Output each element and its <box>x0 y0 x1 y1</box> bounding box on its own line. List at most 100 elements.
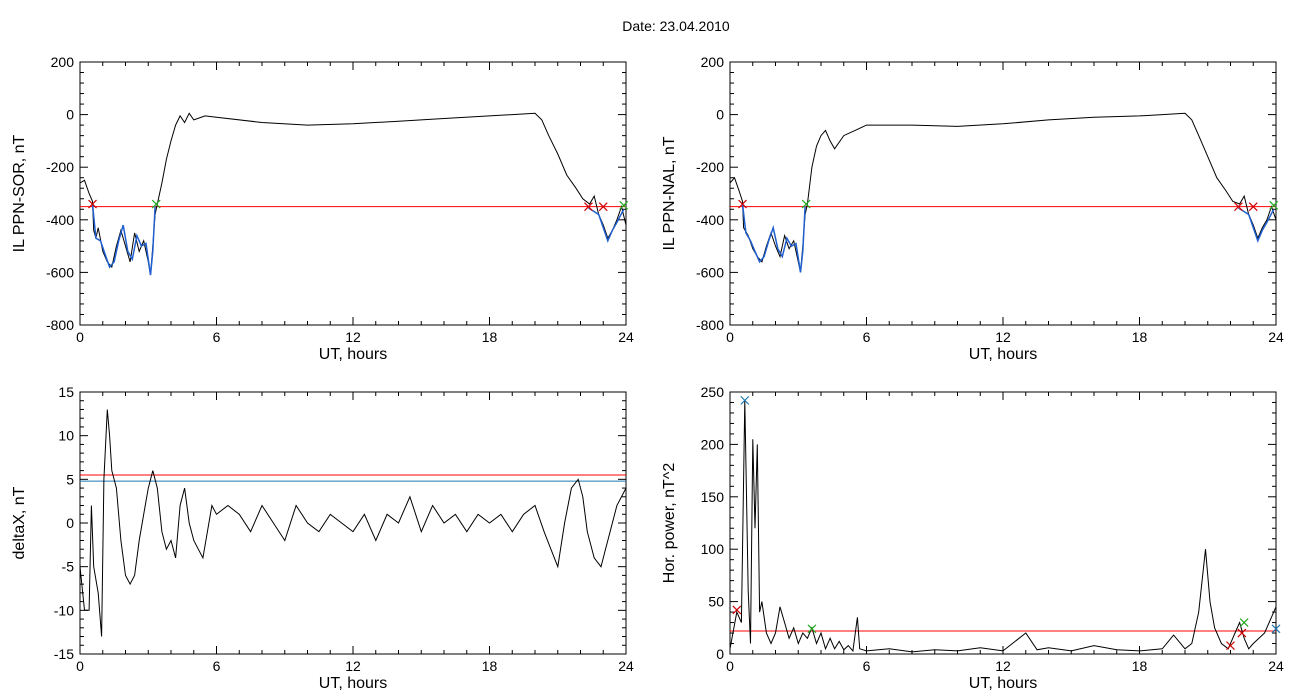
marker-red <box>732 605 742 615</box>
x-tick-label: 6 <box>213 658 221 674</box>
below-threshold-segment <box>1238 207 1275 243</box>
marker-green <box>807 624 817 634</box>
marker-red <box>88 199 97 209</box>
y-axis-label: IL PPN-NAL, nT <box>661 136 678 250</box>
marker-blue <box>740 395 750 405</box>
y-tick-label: -400 <box>46 212 74 228</box>
marker-stroke <box>732 605 742 615</box>
plot-frame <box>79 61 627 326</box>
marker-red <box>1237 628 1247 638</box>
below-threshold-segment <box>588 207 625 243</box>
x-tick-label: 12 <box>345 329 361 345</box>
y-tick-label: -800 <box>46 317 74 333</box>
y-tick-label: 15 <box>58 384 74 400</box>
marker-green <box>619 200 629 210</box>
marker-green <box>1269 200 1279 210</box>
marker-stroke <box>619 200 629 210</box>
marker-stroke <box>88 199 97 209</box>
y-tick-label: -800 <box>696 317 724 333</box>
y-tick-label: 200 <box>701 436 725 452</box>
y-axis-label: IL PPN-SOR, nT <box>11 134 28 252</box>
series-line <box>729 400 1277 653</box>
chart-panel-il-ppn-sor: 0 6 12 18 24 -800 -600 -400 -200 0 200 UT, hours IL … <box>11 54 634 363</box>
marker-stroke <box>1234 202 1243 212</box>
marker-stroke <box>738 199 747 209</box>
x-axis-label: UT, hours <box>319 346 387 363</box>
y-tick-label: -200 <box>46 159 74 175</box>
y-tick-label: -200 <box>696 159 724 175</box>
x-tick-label: 18 <box>1132 329 1148 345</box>
y-tick-label: 250 <box>701 384 725 400</box>
x-tick-label: 18 <box>482 658 498 674</box>
chart-panel-il-ppn-nal: 0 6 12 18 24 -800 -600 -400 -200 0 200 UT, hours IL … <box>661 54 1284 363</box>
y-tick-label: 5 <box>66 471 74 487</box>
marker-stroke <box>740 395 750 405</box>
y-tick-label: -600 <box>46 264 74 280</box>
marker-blue <box>1271 624 1281 634</box>
x-tick-label: 18 <box>482 329 498 345</box>
marker-red <box>1234 202 1243 212</box>
marker-red <box>1226 641 1235 651</box>
marker-red <box>598 202 608 212</box>
y-tick-label: 200 <box>51 54 75 70</box>
y-tick-label: 100 <box>701 541 725 557</box>
marker-stroke <box>801 199 811 209</box>
y-tick-label: -10 <box>54 602 74 618</box>
y-tick-label: 150 <box>701 489 725 505</box>
x-tick-label: 0 <box>726 658 734 674</box>
y-tick-label: -5 <box>62 559 75 575</box>
x-axis-label: UT, hours <box>319 675 387 692</box>
chart-panel-deltax: 0 6 12 18 24 -15 -10 -5 0 5 10 15 UT, hours deltaX, n… <box>11 384 634 692</box>
plot-frame <box>729 391 1277 655</box>
y-tick-label: 0 <box>66 107 74 123</box>
plot-frame <box>729 61 1277 326</box>
marker-stroke <box>598 202 608 212</box>
marker-green <box>801 199 811 209</box>
y-tick-label: 0 <box>716 107 724 123</box>
y-tick-label: 10 <box>58 428 74 444</box>
y-tick-label: 50 <box>708 594 724 610</box>
marker-green <box>151 199 161 209</box>
series-line <box>79 409 627 637</box>
x-tick-label: 24 <box>618 658 634 674</box>
series-line <box>79 112 627 276</box>
marker-red <box>1248 202 1258 212</box>
plot-frame <box>79 391 627 655</box>
marker-stroke <box>807 624 817 634</box>
marker-stroke <box>1239 618 1249 627</box>
x-tick-label: 24 <box>1268 329 1284 345</box>
marker-red <box>584 202 593 212</box>
marker-stroke <box>1271 624 1281 634</box>
x-tick-label: 12 <box>345 658 361 674</box>
page-title: Date: 23.04.2010 <box>622 18 730 34</box>
y-tick-label: -600 <box>696 264 724 280</box>
x-tick-label: 0 <box>76 658 84 674</box>
y-tick-label: 0 <box>716 646 724 662</box>
y-tick-label: -15 <box>54 646 74 662</box>
y-axis-label: Hor. power, nT^2 <box>661 463 678 584</box>
marker-stroke <box>1248 202 1258 212</box>
marker-red <box>738 199 747 209</box>
marker-stroke <box>584 202 593 212</box>
below-threshold-segment <box>91 203 156 276</box>
marker-stroke <box>1269 200 1279 210</box>
marker-green <box>1239 618 1249 627</box>
x-tick-label: 6 <box>213 329 221 345</box>
marker-stroke <box>151 199 161 209</box>
series-line <box>729 112 1277 273</box>
below-threshold-segment <box>741 203 806 273</box>
x-tick-label: 12 <box>995 329 1011 345</box>
y-axis-label: deltaX, nT <box>11 486 28 559</box>
marker-stroke <box>1237 628 1247 638</box>
x-tick-label: 12 <box>995 658 1011 674</box>
x-tick-label: 0 <box>726 329 734 345</box>
x-tick-label: 6 <box>863 658 871 674</box>
x-tick-label: 6 <box>863 329 871 345</box>
x-tick-label: 0 <box>76 329 84 345</box>
y-tick-label: -400 <box>696 212 724 228</box>
x-axis-label: UT, hours <box>969 675 1037 692</box>
x-tick-label: 24 <box>1268 658 1284 674</box>
y-tick-label: 200 <box>701 54 725 70</box>
chart-panel-hor-power: 0 6 12 18 24 0 50 100 150 200 250 UT, hours Hor. pow… <box>661 384 1284 692</box>
